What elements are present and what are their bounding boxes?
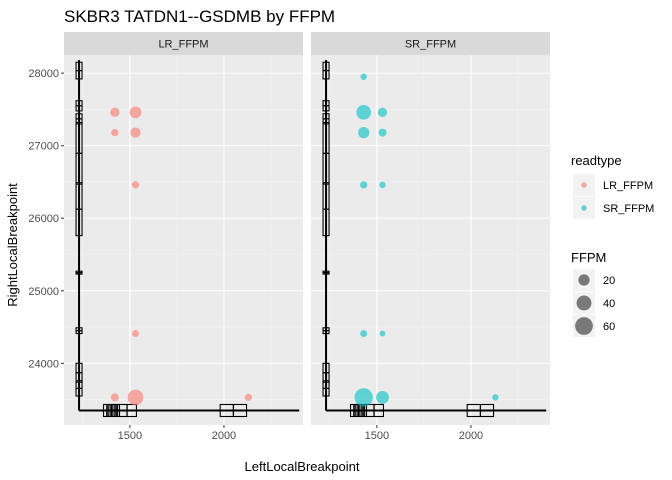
legend-readtype-title: readtype <box>571 153 622 168</box>
facet-panel: LR_FFPM 1500 2000 24000 25000 26000 27000 28000 <box>28 32 303 442</box>
y-tick-label: 28000 <box>28 68 59 80</box>
x-tick-label: 1500 <box>118 430 142 442</box>
facet-strip <box>64 32 303 55</box>
data-point <box>379 330 386 337</box>
legend-size-label: 20 <box>603 275 615 287</box>
data-point <box>354 388 373 407</box>
legend-size-label: 40 <box>603 298 615 310</box>
data-point <box>129 106 142 119</box>
legend-readtype-label: LR_FFPM <box>603 180 653 192</box>
data-point <box>130 127 141 138</box>
data-point <box>360 181 368 189</box>
data-point <box>492 394 499 401</box>
data-point <box>244 393 253 402</box>
facet-strip-label: SR_FFPM <box>405 39 456 51</box>
data-point <box>127 389 144 406</box>
legend-size-label: 60 <box>603 321 615 333</box>
panel-background <box>311 55 550 425</box>
legend-readtype-label: SR_FFPM <box>603 203 654 215</box>
x-tick-label: 1500 <box>365 430 389 442</box>
data-point <box>110 107 120 117</box>
data-point <box>376 390 389 404</box>
facet-panel: SR_FFPM 1500 2000 <box>311 32 550 442</box>
y-axis-title: RightLocalBreakpoint <box>5 183 20 307</box>
y-tick-label: 27000 <box>28 141 59 153</box>
data-point <box>379 181 386 189</box>
legend-size-key <box>578 274 590 286</box>
legend-size-key <box>576 295 592 311</box>
legend-size-key <box>575 317 593 335</box>
data-point <box>356 104 372 120</box>
chart-title: SKBR3 TATDN1--GSDMB by FFPM <box>64 7 335 26</box>
data-point <box>358 126 370 139</box>
facet-strip-label: LR_FFPM <box>158 39 208 51</box>
x-tick-label: 2000 <box>459 430 483 442</box>
legend-size-title: FFPM <box>571 250 606 265</box>
data-point <box>360 73 367 80</box>
data-point <box>110 393 119 402</box>
legend-color-key <box>581 205 587 211</box>
data-point <box>111 128 119 137</box>
facet-panels: LR_FFPM 1500 2000 24000 25000 26000 27000 28000… <box>28 32 550 442</box>
x-tick-label: 2000 <box>212 430 236 442</box>
data-point <box>131 181 140 189</box>
legend-color-key <box>581 182 587 188</box>
x-axis-title: LeftLocalBreakpoint <box>245 459 360 474</box>
y-tick-label: 24000 <box>28 358 59 370</box>
data-point <box>377 107 388 117</box>
data-point <box>378 128 387 137</box>
legend: readtype LR_FFPM SR_FFPM FFPM 20 40 60 <box>571 153 654 337</box>
data-point <box>132 330 139 338</box>
facet-strip <box>311 32 550 55</box>
panel-background <box>64 55 303 425</box>
y-tick-label: 26000 <box>28 213 59 225</box>
data-point <box>360 330 368 338</box>
y-tick-label: 25000 <box>28 286 59 298</box>
